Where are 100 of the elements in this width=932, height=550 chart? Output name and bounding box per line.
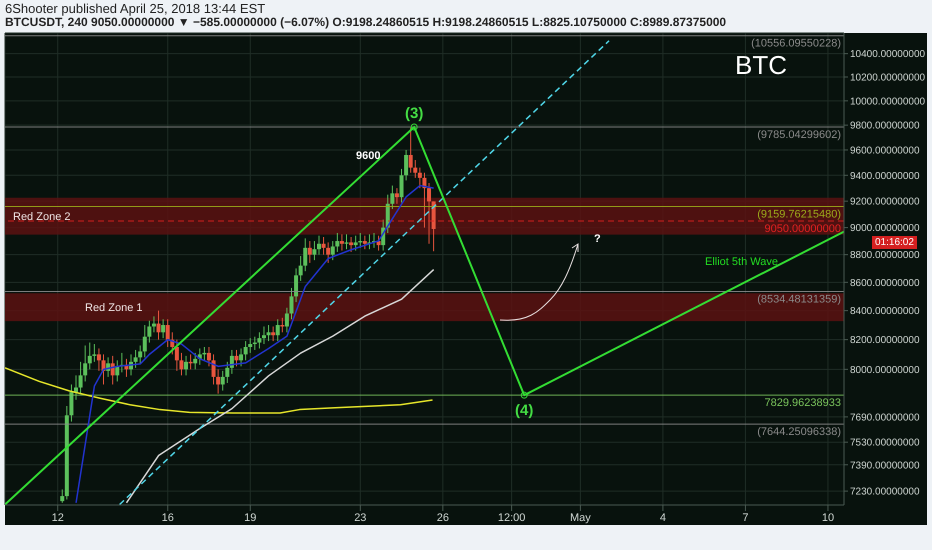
y-tick-label: 10000.00000000 bbox=[850, 96, 926, 108]
y-tick-label: 7390.00000000 bbox=[850, 460, 920, 472]
y-tick-label: 8800.00000000 bbox=[850, 250, 920, 262]
y-tick-label: 8400.00000000 bbox=[850, 306, 920, 318]
candlestick bbox=[276, 318, 280, 342]
y-tick-label: 9400.00000000 bbox=[850, 170, 920, 182]
candlestick bbox=[152, 316, 156, 333]
candlestick bbox=[115, 360, 120, 382]
annotation: (4) bbox=[515, 402, 534, 419]
candlestick bbox=[142, 324, 147, 358]
x-tick-label: 26 bbox=[436, 512, 449, 524]
x-tick-label: 16 bbox=[162, 512, 174, 524]
candlestick bbox=[344, 234, 349, 250]
y-tick-label: 10200.00000000 bbox=[850, 72, 926, 84]
candlestick bbox=[239, 348, 244, 367]
x-tick-label: 7 bbox=[742, 512, 748, 524]
candlestick bbox=[303, 238, 308, 272]
band-label: Red Zone 2 bbox=[13, 211, 70, 224]
candlestick bbox=[96, 348, 101, 372]
candlestick bbox=[74, 374, 78, 400]
candlestick bbox=[248, 338, 252, 354]
candlestick bbox=[216, 368, 220, 394]
ref-line-label: (9785.04299602) bbox=[757, 128, 841, 141]
candlestick bbox=[390, 185, 394, 210]
candlestick bbox=[244, 340, 248, 361]
y-tick-label: 9000.00000000 bbox=[850, 223, 920, 234]
candlestick bbox=[212, 354, 216, 385]
candlestick bbox=[284, 307, 289, 333]
candlestick bbox=[362, 235, 367, 250]
candlestick bbox=[202, 346, 206, 361]
candlestick bbox=[316, 235, 321, 256]
candlestick bbox=[280, 317, 284, 333]
annotation: BTC bbox=[735, 50, 787, 81]
candlestick bbox=[78, 361, 83, 394]
candlestick bbox=[234, 349, 238, 367]
candlestick bbox=[257, 332, 262, 349]
candlestick bbox=[193, 352, 198, 370]
candlestick bbox=[330, 240, 335, 261]
candlestick bbox=[335, 232, 340, 252]
candlestick bbox=[262, 326, 266, 345]
x-tick-label: 10 bbox=[822, 512, 834, 524]
candlestick bbox=[394, 188, 399, 204]
candlestick bbox=[358, 232, 362, 248]
candlestick bbox=[92, 344, 96, 362]
x-tick-label: 23 bbox=[354, 512, 366, 524]
ref-line-label: 7829.96238933 bbox=[764, 396, 841, 409]
candlestick bbox=[298, 256, 303, 282]
x-tick-label: May bbox=[570, 512, 592, 524]
candlestick bbox=[60, 488, 64, 504]
candlestick bbox=[147, 320, 152, 344]
candlestick bbox=[312, 240, 316, 261]
annotation: Elliot 5th Wave bbox=[705, 256, 778, 268]
annotation: ? bbox=[594, 233, 601, 245]
annotation: 9600 bbox=[356, 150, 380, 162]
candlestick bbox=[225, 361, 230, 384]
ref-line-label: 9050.00000000 bbox=[764, 222, 841, 235]
x-tick-label: 4 bbox=[660, 512, 666, 524]
candlestick bbox=[322, 236, 326, 256]
candlestick bbox=[404, 149, 408, 181]
candlestick bbox=[289, 287, 294, 320]
ref-line-label: (8534.48131359) bbox=[757, 293, 841, 306]
candlestick bbox=[340, 234, 344, 252]
y-tick-label: 9200.00000000 bbox=[850, 196, 920, 208]
x-tick-label: 12:00 bbox=[498, 512, 526, 524]
y-tick-label: 8000.00000000 bbox=[850, 364, 920, 376]
candlestick bbox=[161, 318, 166, 339]
candlestick bbox=[166, 318, 170, 348]
y-tick-label: 7530.00000000 bbox=[850, 438, 920, 449]
candlestick bbox=[400, 168, 404, 203]
ref-line-label: (7644.25096338) bbox=[757, 426, 841, 438]
y-tick-label: 7230.00000000 bbox=[850, 486, 920, 498]
candlestick bbox=[220, 370, 225, 392]
y-tick-label: 8600.00000000 bbox=[850, 278, 920, 289]
candlestick bbox=[308, 240, 312, 264]
candlestick bbox=[69, 384, 74, 422]
candlestick bbox=[206, 346, 211, 367]
candlestick bbox=[188, 354, 193, 370]
candlestick bbox=[326, 242, 330, 264]
ref-line-label: (9159.76215480) bbox=[757, 208, 841, 220]
candlestick bbox=[179, 352, 184, 376]
line-series bbox=[5, 367, 434, 414]
candlestick bbox=[134, 349, 138, 368]
candlestick bbox=[174, 339, 179, 372]
y-tick-label: 9600.00000000 bbox=[850, 146, 920, 157]
y-tick-label: 10400.00000000 bbox=[850, 49, 926, 60]
candlestick bbox=[294, 268, 298, 303]
candlestick bbox=[88, 342, 92, 370]
candlestick bbox=[427, 182, 432, 244]
candlestick bbox=[252, 336, 257, 350]
ref-line-label: (10556.09550228) bbox=[751, 38, 841, 50]
candlestick bbox=[413, 160, 418, 178]
candlestick bbox=[418, 167, 422, 189]
y-tick-label: 7690.00000000 bbox=[850, 412, 920, 424]
candlestick bbox=[156, 310, 161, 340]
x-tick-label: 19 bbox=[244, 512, 256, 524]
x-tick-label: 12 bbox=[52, 512, 64, 524]
band-label: Red Zone 1 bbox=[85, 302, 142, 314]
candlestick bbox=[349, 236, 354, 252]
annotation: (3) bbox=[405, 104, 424, 122]
y-tick-label: 8200.00000000 bbox=[850, 335, 920, 346]
